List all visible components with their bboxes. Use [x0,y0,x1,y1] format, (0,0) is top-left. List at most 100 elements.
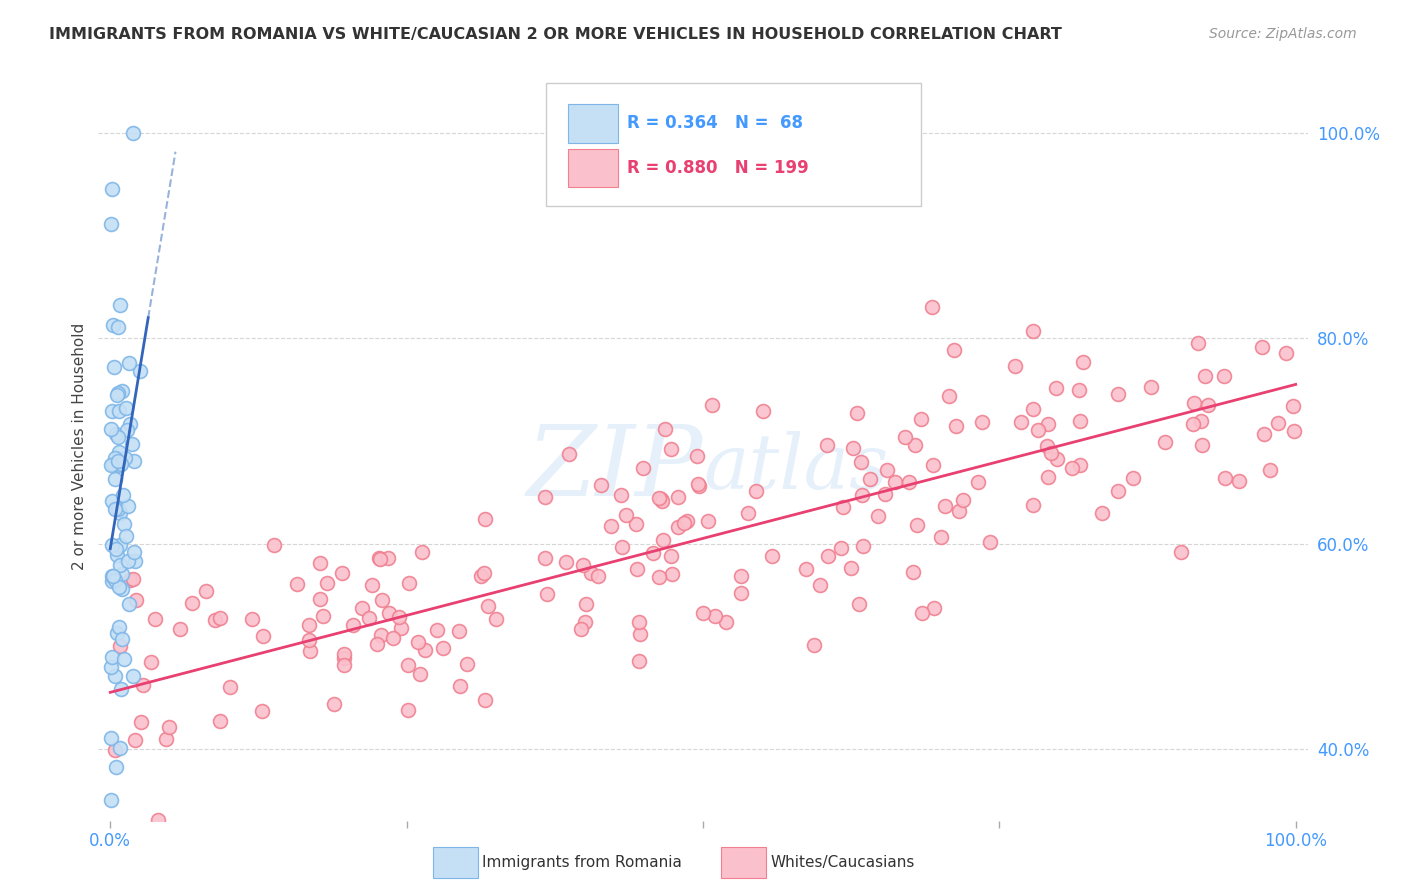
Point [1036,438,1059,452]
Point [558,447,581,461]
Point [651,533,673,547]
Point [904,438,927,452]
Point [1036,469,1059,483]
Point [209,714,232,728]
Point [686,477,709,491]
Point [911,606,934,620]
Point [600,519,623,533]
Point [371,593,394,607]
Point [1004,359,1026,373]
Point [316,575,339,590]
Point [426,623,449,637]
Point [456,657,478,671]
Point [666,490,689,504]
Point [1281,399,1303,413]
Point [688,479,710,493]
Point [1022,401,1045,416]
Point [1284,425,1306,439]
Point [409,667,432,681]
Point [737,506,759,520]
Point [1122,471,1144,485]
Point [842,441,865,455]
Point [624,517,647,532]
Point [868,508,890,523]
Point [1227,474,1250,488]
Point [252,629,274,643]
Text: IMMIGRANTS FROM ROMANIA VS WHITE/CAUCASIAN 2 OR MORE VEHICLES IN HOUSEHOLD CORRE: IMMIGRANTS FROM ROMANIA VS WHITE/CAUCASI… [49,27,1062,42]
Point [413,643,436,657]
Point [104,427,127,442]
Y-axis label: 2 or more Vehicles in Household: 2 or more Vehicles in Household [72,322,87,570]
Point [831,500,853,515]
Point [124,554,146,568]
Point [100,793,122,807]
Point [333,648,356,662]
Point [108,558,131,573]
Point [1067,384,1090,398]
Point [627,615,650,629]
Point [1213,369,1236,384]
Point [447,624,470,639]
Point [1182,396,1205,410]
Point [876,463,898,477]
Point [700,398,723,412]
Point [104,573,127,587]
Point [910,411,932,425]
Point [952,492,974,507]
Point [108,538,131,552]
Point [972,415,994,429]
Point [100,404,122,418]
Point [730,569,752,583]
Text: ZIP: ZIP [527,421,703,516]
Point [111,384,134,399]
Point [672,516,695,530]
Point [129,714,152,729]
Point [1251,340,1274,354]
Point [323,697,346,711]
Point [107,458,129,472]
Point [1107,483,1129,498]
Point [803,638,825,652]
Point [1181,417,1204,431]
Point [104,451,127,466]
Point [851,487,873,501]
Point [894,429,917,443]
Point [474,693,496,707]
Point [406,635,429,649]
Point [105,542,128,557]
Point [648,491,671,505]
Point [569,622,592,636]
Point [1069,414,1091,428]
Point [122,126,145,140]
Point [120,417,142,431]
Point [449,679,471,693]
Point [398,576,420,591]
Point [948,504,970,518]
Point [117,499,139,513]
Point [157,720,180,734]
Point [1267,417,1289,431]
Point [100,569,122,583]
Point [1010,415,1032,429]
Point [391,621,413,635]
Point [1189,415,1212,429]
Text: R = 0.880   N = 199: R = 0.880 N = 199 [627,159,808,177]
Point [761,549,783,563]
Point [115,423,138,437]
Point [100,574,122,589]
Point [579,566,602,580]
Point [470,568,492,582]
Point [903,566,925,580]
Point [1260,463,1282,477]
Point [650,492,672,507]
Point [641,546,664,560]
Point [685,449,707,463]
Point [104,501,127,516]
Point [1091,506,1114,520]
Point [180,596,202,610]
Point [112,516,135,531]
Point [352,600,374,615]
Point [108,741,131,756]
Point [146,814,169,828]
Point [651,493,673,508]
